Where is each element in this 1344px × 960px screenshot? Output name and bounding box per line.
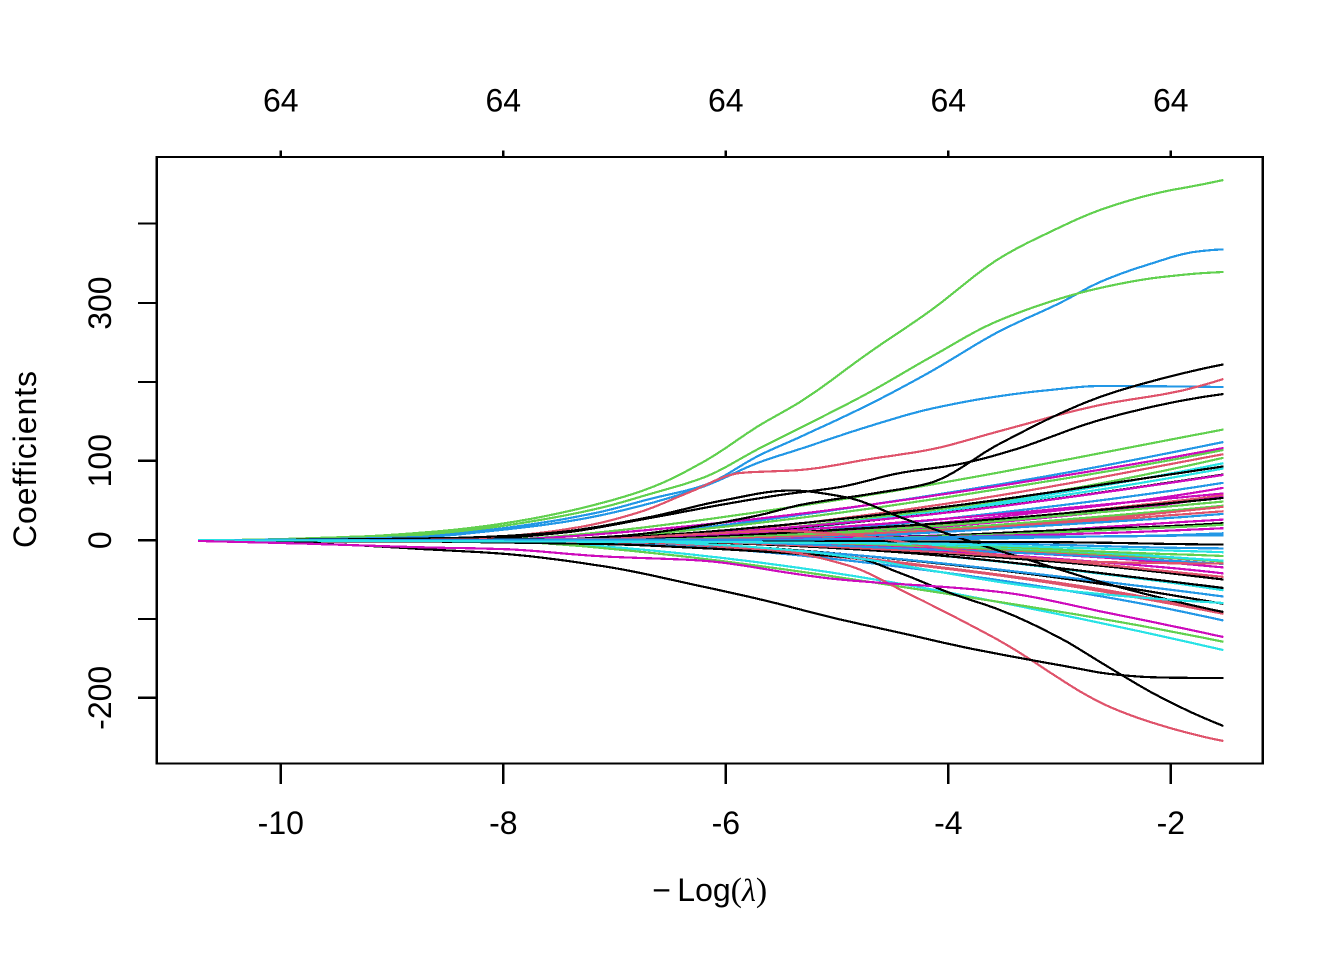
svg-text:64: 64: [1153, 83, 1189, 119]
svg-text:-10: -10: [258, 805, 304, 841]
svg-text:64: 64: [263, 83, 299, 119]
svg-text:− Log(λ): − Log(λ): [652, 872, 767, 909]
svg-text:-2: -2: [1157, 805, 1185, 841]
svg-text:Coefficients: Coefficients: [7, 370, 43, 548]
svg-text:100: 100: [82, 434, 118, 487]
svg-text:0: 0: [82, 531, 118, 549]
svg-text:64: 64: [486, 83, 522, 119]
svg-text:-200: -200: [82, 666, 118, 730]
svg-text:-4: -4: [934, 805, 962, 841]
svg-text:64: 64: [708, 83, 744, 119]
svg-text:-6: -6: [712, 805, 740, 841]
svg-text:-8: -8: [489, 805, 517, 841]
svg-text:300: 300: [82, 276, 118, 329]
svg-text:64: 64: [931, 83, 967, 119]
